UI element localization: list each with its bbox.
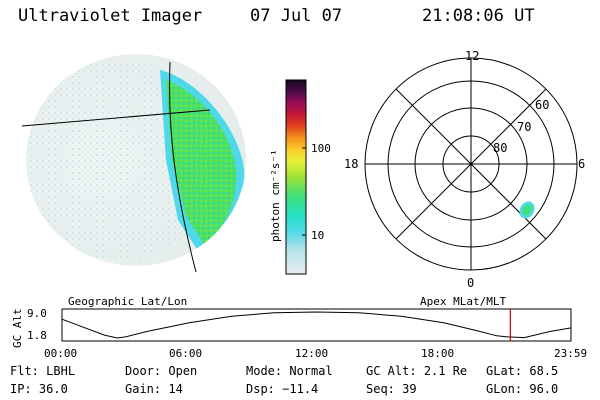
timeline-xtick-3: 18:00 xyxy=(421,347,454,360)
timeline-ytick-max: 9.0 xyxy=(27,307,47,320)
info-seq: Seq: 39 xyxy=(366,382,417,396)
time-label: 21:08:06 UT xyxy=(422,6,535,26)
info-dsp: Dsp: −11.4 xyxy=(246,382,319,396)
timeline-xtick-0: 00:00 xyxy=(44,347,77,360)
app-title: Ultraviolet Imager xyxy=(18,6,203,26)
longitude-gridline xyxy=(169,61,197,273)
timeline-frame xyxy=(61,308,572,342)
timeline-ytick-min: 1.8 xyxy=(27,329,47,342)
lat-label-60: 60 xyxy=(535,98,549,112)
polar-plot: 12 18 6 0 60 70 80 xyxy=(344,49,585,290)
colorbar-gradient xyxy=(285,79,307,275)
timeline-axis-title: GC Alt xyxy=(11,308,24,348)
latitude-gridline xyxy=(21,109,211,127)
info-glon: GLon: 96.0 xyxy=(486,382,559,396)
colorbar: 100 10 photon cm⁻²s⁻¹ xyxy=(269,79,330,275)
timeline-left-label: Geographic Lat/Lon xyxy=(68,295,188,308)
altitude-curve xyxy=(61,311,572,339)
info-gc-alt: GC Alt: 2.1 Re xyxy=(366,364,468,378)
info-gain: Gain: 14 xyxy=(125,382,183,396)
polar-diagonal-2 xyxy=(395,88,547,240)
timeline-xtick-2: 12:00 xyxy=(295,347,328,360)
mlt-label-6: 6 xyxy=(578,157,585,171)
timeline-xtick-1: 06:00 xyxy=(169,347,202,360)
aurora-bright-region xyxy=(166,80,237,244)
lat-label-80: 80 xyxy=(493,141,507,155)
timeline-xtick-4: 23:59 xyxy=(554,347,587,360)
mlt-label-0: 0 xyxy=(467,276,474,290)
date-label: 07 Jul 07 xyxy=(250,6,343,26)
info-door: Door: Open xyxy=(125,364,198,378)
info-mode: Mode: Normal xyxy=(246,364,333,378)
polar-aurora-spot xyxy=(519,201,535,219)
auroral-image xyxy=(21,54,246,273)
colorbar-label-10: 10 xyxy=(311,229,324,242)
lat-label-70: 70 xyxy=(517,120,531,134)
colorbar-unit: photon cm⁻²s⁻¹ xyxy=(269,149,282,242)
timeline-right-label: Apex MLat/MLT xyxy=(420,295,507,308)
mlt-label-12: 12 xyxy=(465,49,479,63)
altitude-timeline: GC Alt 9.0 1.8 00:00 06:00 12:00 18:00 2… xyxy=(11,307,587,360)
mlt-label-18: 18 xyxy=(344,157,358,171)
info-flt: Flt: LBHL xyxy=(10,364,76,378)
info-ip: IP: 36.0 xyxy=(10,382,68,396)
info-glat: GLat: 68.5 xyxy=(486,364,559,378)
colorbar-label-100: 100 xyxy=(311,142,330,155)
